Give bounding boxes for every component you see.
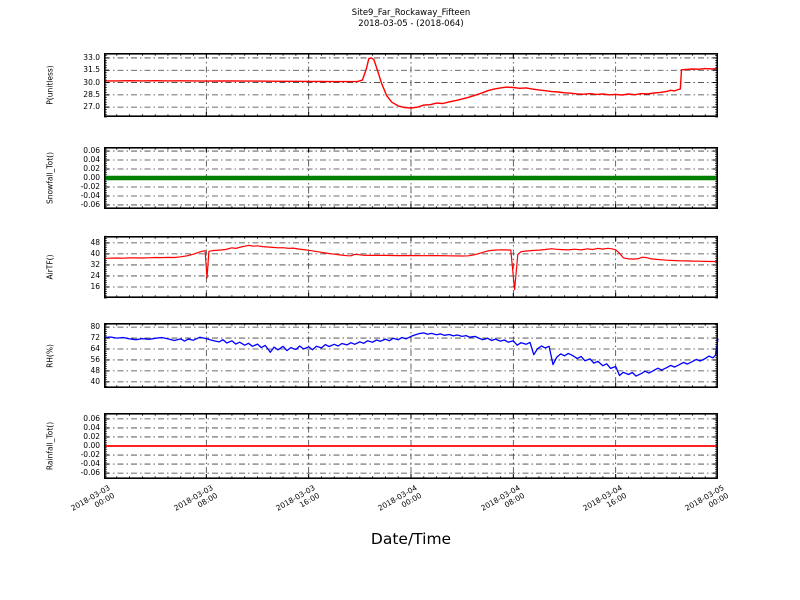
x-tick-label: 2018-03-04 00:00: [376, 483, 424, 513]
panel-airtf: AirTF() 48 40 32 24 16: [46, 235, 719, 299]
plot-area: [103, 323, 719, 389]
y-tick-label: 48: [90, 365, 100, 375]
y-axis-label: RH(%): [45, 343, 55, 368]
y-tick-label: 40: [90, 376, 100, 386]
y-tick-label: 32: [90, 259, 100, 269]
y-tick-label: 31.5: [83, 65, 100, 75]
y-axis-label: P(unitless): [45, 65, 55, 105]
panel-rh: RH(%) 80 72 64 56 48 40: [46, 322, 719, 389]
series-line-p: [104, 57, 719, 109]
plot-area: [104, 53, 719, 118]
y-tick-label: 24: [90, 270, 100, 280]
y-axis-label: AirTF(): [45, 254, 55, 280]
y-tick-label: 56: [90, 354, 100, 364]
y-tick-label: 0.06: [83, 146, 100, 156]
y-tick-label: 0.02: [83, 431, 100, 441]
y-tick-label: 0.06: [83, 413, 100, 423]
y-axis-label: Snowfall_Tot(): [45, 151, 55, 205]
y-tick-label: 40: [90, 248, 100, 258]
y-tick-label: 0.04: [83, 155, 100, 165]
x-tick-label: 2018-03-03 08:00: [172, 483, 219, 513]
y-tick-label: -0.06: [80, 199, 100, 209]
x-tick-label: 2018-03-03 16:00: [274, 483, 321, 513]
plot-area: [103, 235, 719, 299]
x-tick-label: 2018-03-05 00:00: [683, 483, 731, 513]
y-tick-label: -0.04: [80, 190, 100, 200]
y-tick-label: 27.0: [83, 102, 100, 112]
y-tick-label: 48: [90, 237, 100, 247]
y-tick-label: 0.00: [83, 441, 100, 450]
chart-title: Site9_Far_Rockaway_Fifteen: [351, 8, 471, 18]
chart-subtitle: 2018-03-05 - (2018-064): [358, 19, 464, 29]
panel-snowfall-tot: Snowfall_Tot() 0.06 0.04 0.02 0.00 -0.02 -0.0…: [46, 146, 719, 210]
y-tick-label: 64: [90, 344, 100, 353]
x-tick-label: 2018-03-03 00:00: [69, 483, 117, 513]
plot-area: [104, 147, 719, 210]
y-tick-label: 16: [90, 281, 100, 291]
y-tick-label: 0.00: [83, 173, 100, 182]
y-tick-label: 28.5: [83, 89, 100, 99]
series-line-rh: [103, 332, 719, 377]
series-line-airtf: [103, 244, 718, 291]
y-tick-label: -0.04: [80, 459, 100, 469]
y-tick-label: 72: [90, 333, 100, 343]
y-tick-label: 80: [90, 322, 100, 332]
x-tick-label: 2018-03-04 16:00: [581, 483, 628, 513]
y-tick-label: 0.02: [83, 164, 100, 173]
panel-p-unitless: P(unitless) 33.0 31.5 30.0 28.5 27.0: [46, 53, 719, 118]
y-tick-label: -0.02: [80, 450, 100, 460]
panel-rainfall-tot: Rainfall_Tot() 0.06 0.04 0.02 0.00 -0.02 -0.0…: [46, 413, 719, 480]
x-tick-label: 2018-03-04 08:00: [479, 483, 526, 513]
plot-area: [104, 413, 719, 480]
x-axis-title: Date/Time: [370, 530, 452, 548]
y-tick-label: -0.06: [80, 468, 100, 478]
y-tick-label: 30.0: [83, 77, 100, 87]
y-axis-label: Rainfall_Tot(): [45, 421, 55, 471]
y-tick-label: -0.02: [80, 181, 100, 191]
y-tick-label: 0.04: [83, 422, 100, 432]
y-tick-label: 33.0: [83, 52, 100, 62]
